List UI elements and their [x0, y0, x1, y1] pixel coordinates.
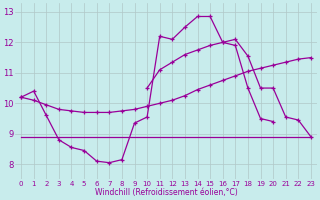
- X-axis label: Windchill (Refroidissement éolien,°C): Windchill (Refroidissement éolien,°C): [95, 188, 237, 197]
